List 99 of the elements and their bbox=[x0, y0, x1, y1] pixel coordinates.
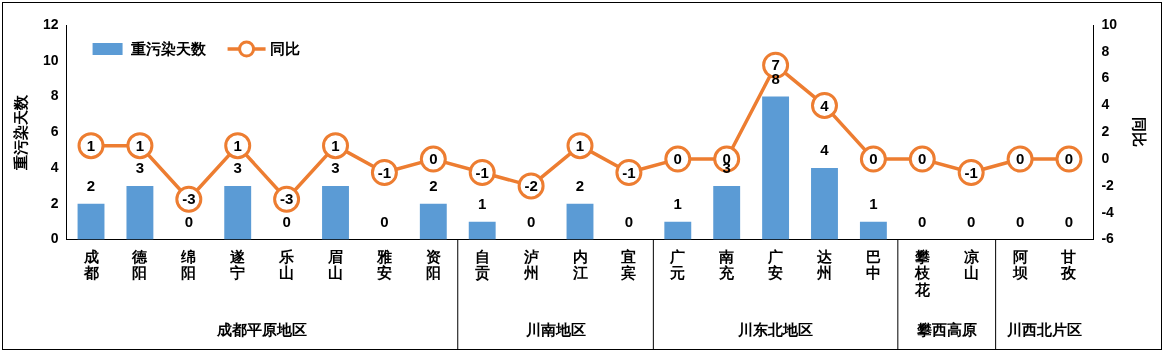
data-label: 3 bbox=[233, 159, 242, 177]
x-tick-label: 南充 bbox=[718, 247, 736, 282]
bar bbox=[322, 185, 349, 240]
data-label: -1 bbox=[622, 163, 636, 181]
bar bbox=[126, 185, 154, 240]
x-tick-label: 德阳 bbox=[131, 247, 149, 282]
point bbox=[419, 145, 447, 173]
data-label: 0 bbox=[1064, 150, 1074, 168]
data-label: -1 bbox=[475, 163, 489, 181]
data-label: 0 bbox=[526, 212, 536, 230]
y2-tick-label: 0 bbox=[1101, 149, 1110, 166]
bar bbox=[664, 221, 692, 240]
y-tick-label: 10 bbox=[42, 51, 59, 68]
bar bbox=[566, 203, 594, 240]
data-label: 1 bbox=[233, 136, 242, 154]
y2-tick-label: 2 bbox=[1101, 123, 1110, 140]
y2-tick-label: -2 bbox=[1101, 176, 1115, 193]
x-tick-label: 泸州 bbox=[522, 247, 539, 282]
y2-axis-title: 同比 bbox=[1130, 117, 1148, 148]
point bbox=[859, 145, 887, 173]
x-tick-label: 雅安 bbox=[375, 247, 392, 282]
x-tick-label: 资阳 bbox=[425, 247, 441, 282]
bar bbox=[468, 221, 496, 240]
data-label: 0 bbox=[673, 150, 682, 168]
data-label: 0 bbox=[918, 150, 927, 168]
y2-tick-label: 10 bbox=[1101, 15, 1118, 32]
text: 川西北片区 bbox=[1006, 321, 1083, 339]
data-label: -3 bbox=[182, 190, 196, 208]
data-label: 0 bbox=[918, 212, 927, 230]
data-label: 2 bbox=[86, 176, 96, 194]
x-tick-label: 绵阳 bbox=[180, 247, 197, 282]
bar bbox=[419, 203, 447, 240]
data-label: -1 bbox=[377, 163, 392, 181]
y-tick-label: 4 bbox=[50, 158, 59, 175]
x-tick-label: 广安 bbox=[767, 247, 784, 282]
text: 成都平原地区 bbox=[216, 321, 308, 339]
data-label: 0 bbox=[1015, 150, 1025, 168]
text: 川南地区 bbox=[524, 321, 586, 339]
bar bbox=[811, 168, 838, 240]
data-label: 0 bbox=[184, 212, 193, 230]
data-label: -1 bbox=[964, 163, 978, 181]
data-label: 0 bbox=[869, 150, 878, 168]
text: 川东北地区 bbox=[737, 321, 814, 339]
y-tick-label: 12 bbox=[42, 15, 59, 32]
data-label: 1 bbox=[135, 136, 145, 154]
x-tick-label: 巴中 bbox=[865, 247, 881, 282]
data-label: 0 bbox=[624, 212, 634, 230]
x-tick-label: 凉山 bbox=[963, 247, 979, 282]
y2-tick-label: 6 bbox=[1101, 69, 1110, 86]
y2-tick-label: -6 bbox=[1101, 230, 1115, 247]
x-tick-label: 眉山 bbox=[327, 247, 344, 282]
x-tick-label: 遂宁 bbox=[229, 247, 247, 282]
y-axis-title: 重污染天数 bbox=[12, 93, 30, 171]
x-tick-label: 乐山 bbox=[278, 247, 295, 282]
y-tick-label: 8 bbox=[50, 87, 59, 104]
legend-label: 重污染天数 bbox=[129, 40, 207, 58]
x-tick-label: 攀枝花 bbox=[913, 247, 931, 298]
data-label: 0 bbox=[1015, 212, 1025, 230]
y2-tick-label: -4 bbox=[1101, 203, 1115, 220]
data-label: 1 bbox=[86, 136, 96, 154]
y-tick-label: 0 bbox=[50, 230, 59, 247]
data-label: 4 bbox=[820, 141, 830, 159]
bar bbox=[859, 221, 887, 240]
x-tick-label: 甘孜 bbox=[1060, 247, 1078, 282]
y2-tick-label: 8 bbox=[1101, 42, 1110, 59]
x-tick-label: 达州 bbox=[815, 247, 833, 282]
data-label: -3 bbox=[279, 190, 294, 208]
data-label: 0 bbox=[1064, 212, 1074, 230]
data-label: 3 bbox=[331, 159, 340, 177]
data-label: 0 bbox=[967, 212, 976, 230]
legend-label: 同比 bbox=[269, 40, 300, 58]
data-label: 2 bbox=[575, 176, 585, 194]
data-label: 1 bbox=[575, 136, 585, 154]
data-label: -2 bbox=[524, 177, 538, 195]
x-tick-label: 内江 bbox=[571, 247, 588, 282]
y-tick-label: 2 bbox=[50, 194, 59, 211]
data-label: 2 bbox=[429, 176, 438, 194]
data-label: 1 bbox=[478, 194, 487, 212]
x-tick-label: 阿坝 bbox=[1011, 247, 1028, 282]
bar bbox=[762, 96, 790, 240]
text: 攀西高原 bbox=[915, 321, 977, 339]
bar bbox=[224, 185, 252, 240]
bar bbox=[77, 203, 105, 240]
data-label: 3 bbox=[135, 159, 145, 177]
bar bbox=[713, 185, 741, 240]
data-label: 1 bbox=[673, 194, 682, 212]
y2-tick-label: 4 bbox=[1101, 96, 1110, 113]
x-tick-label: 自贡 bbox=[474, 247, 490, 283]
data-label: 4 bbox=[820, 96, 830, 114]
data-label: 1 bbox=[869, 194, 878, 212]
data-label: 7 bbox=[771, 56, 780, 74]
data-label: 0 bbox=[380, 212, 389, 230]
x-tick-label: 广元 bbox=[669, 247, 686, 282]
x-tick-label: 宜宾 bbox=[620, 247, 637, 282]
data-label: 0 bbox=[429, 150, 438, 168]
data-label: 0 bbox=[282, 212, 291, 230]
data-label: 1 bbox=[331, 136, 340, 154]
x-tick-label: 成都 bbox=[82, 247, 99, 282]
y-tick-label: 6 bbox=[50, 123, 59, 140]
